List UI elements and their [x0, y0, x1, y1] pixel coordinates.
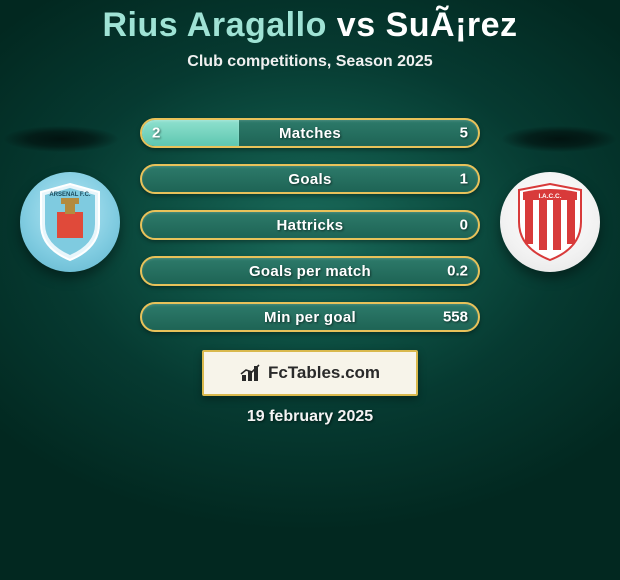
crest-shadow-right	[502, 126, 616, 152]
stat-row: Hattricks 0	[140, 210, 480, 240]
stat-row: Goals 1	[140, 164, 480, 194]
page-title: Rius Aragallo vs SuÃ¡rez	[0, 0, 620, 45]
stat-label: Matches	[279, 125, 341, 142]
stat-label: Goals	[288, 171, 331, 188]
source-logo-text: FcTables.com	[268, 363, 380, 383]
stat-label: Hattricks	[277, 217, 344, 234]
stat-value-left: 2	[152, 125, 160, 142]
team-crest-right: I.A.C.C.	[500, 172, 600, 272]
stat-row: Min per goal 558	[140, 302, 480, 332]
stat-value-right: 558	[443, 309, 468, 326]
comparison-card: Rius Aragallo vs SuÃ¡rez Club competitio…	[0, 0, 620, 580]
stat-row: 2 Matches 5	[140, 118, 480, 148]
stat-value-right: 0.2	[447, 263, 468, 280]
stat-bars: 2 Matches 5 Goals 1 Hattricks 0 Goals per match…	[140, 118, 480, 348]
stat-value-right: 5	[460, 125, 468, 142]
crest-shadow-left	[4, 126, 118, 152]
stat-row: Goals per match 0.2	[140, 256, 480, 286]
player2-name: SuÃ¡rez	[386, 6, 518, 44]
stat-label: Min per goal	[264, 309, 356, 326]
team-crest-left: ARSENAL F.C.	[20, 172, 120, 272]
subtitle: Club competitions, Season 2025	[0, 53, 620, 71]
stat-value-right: 1	[460, 171, 468, 188]
bar-chart-icon	[240, 363, 262, 383]
vs-label: vs	[337, 6, 376, 44]
svg-text:ARSENAL F.C.: ARSENAL F.C.	[49, 192, 91, 198]
shield-icon: ARSENAL F.C.	[35, 182, 105, 262]
shield-icon: I.A.C.C.	[515, 182, 585, 262]
stat-label: Goals per match	[249, 263, 371, 280]
source-logo: FcTables.com	[202, 350, 418, 396]
stat-value-right: 0	[460, 217, 468, 234]
date-label: 19 february 2025	[0, 408, 620, 426]
svg-text:I.A.C.C.: I.A.C.C.	[538, 193, 561, 200]
player1-name: Rius Aragallo	[102, 6, 326, 44]
